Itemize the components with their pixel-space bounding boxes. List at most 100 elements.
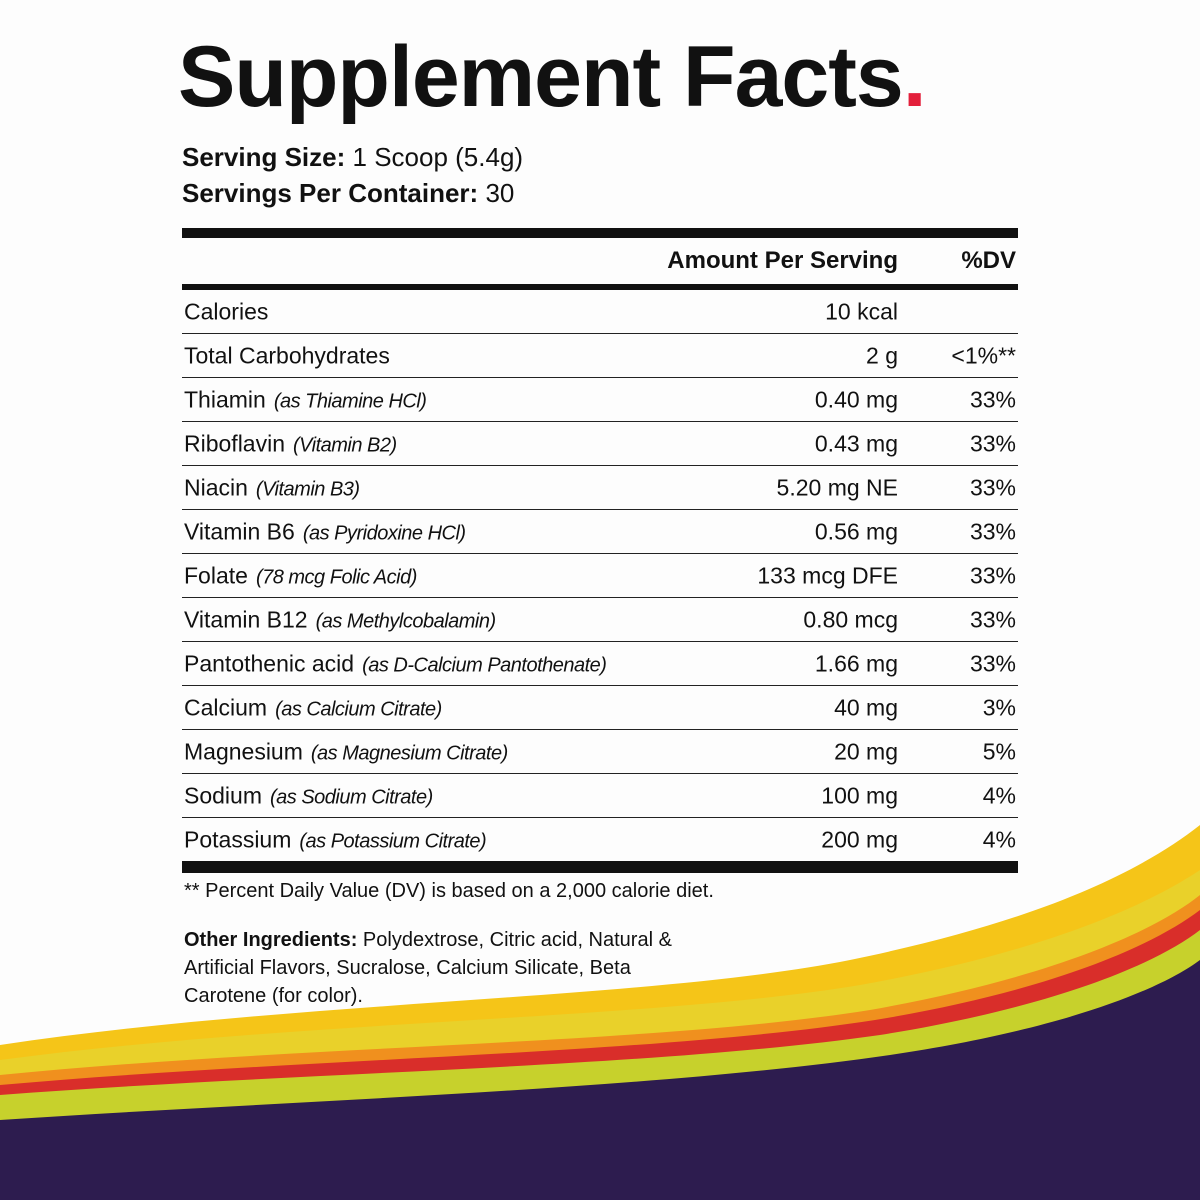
table-row: Riboflavin (Vitamin B2) 0.43 mg 33%: [182, 422, 1018, 466]
title: Supplement Facts.: [178, 28, 927, 127]
text-line: Artificial Flavors, Sucralose, Calcium S…: [184, 957, 631, 979]
daily-value: 33%: [969, 474, 1016, 500]
nutrient-note: (78 mcg Folic Acid): [255, 566, 417, 588]
nutrient: Sodium (as Sodium Citrate): [184, 782, 433, 809]
amount: 200 mg: [821, 826, 898, 852]
nutrient: Potassium (as Potassium Citrate): [184, 826, 487, 853]
value: 30: [485, 178, 515, 208]
title-dot: .: [902, 29, 927, 125]
nutrient-note: (as Pyridoxine HCl): [302, 522, 466, 544]
amount: 133 mcg DFE: [757, 562, 898, 588]
table-row: Calories 10 kcal: [182, 290, 1018, 334]
daily-value: <1%**: [951, 342, 1016, 368]
daily-value: 4%: [982, 782, 1016, 808]
serving-size: Serving Size: 1 Scoop (5.4g): [182, 142, 523, 173]
table-row: Vitamin B6 (as Pyridoxine HCl) 0.56 mg 33%: [182, 510, 1018, 554]
table-row: Thiamin (as Thiamine HCl) 0.40 mg 33%: [182, 378, 1018, 422]
nutrient-name: Calcium: [184, 694, 268, 720]
daily-value: 5%: [982, 738, 1016, 764]
table-row: Folate (78 mcg Folic Acid) 133 mcg DFE 33%: [182, 554, 1018, 598]
nutrient: Riboflavin (Vitamin B2): [184, 430, 397, 457]
table-row: Vitamin B12 (as Methylcobalamin) 0.80 mcg 3…: [182, 598, 1018, 642]
rule: [182, 284, 1018, 290]
title-text: Supplement Facts: [178, 29, 904, 125]
facts-table: Amount Per Serving %DV Calories 10 kcal To…: [182, 228, 1018, 873]
nutrient-note: (as Potassium Citrate): [299, 830, 487, 852]
nutrient: Folate (78 mcg Folic Acid): [184, 562, 417, 589]
nutrient: Thiamin (as Thiamine HCl): [184, 386, 427, 413]
nutrient-note: (as Calcium Citrate): [275, 698, 442, 720]
nutrient-note: (as D-Calcium Pantothenate): [362, 654, 607, 676]
daily-value: 33%: [969, 650, 1016, 676]
nutrient-name: Magnesium: [184, 738, 303, 764]
table-row: Potassium (as Potassium Citrate) 200 mg 4%: [182, 818, 1018, 861]
footnote: ** Percent Daily Value (DV) is based on …: [184, 880, 714, 902]
amount: 20 mg: [834, 738, 898, 764]
nutrient-note: (as Thiamine HCl): [273, 390, 427, 412]
amount: 0.80 mcg: [803, 606, 898, 632]
daily-value: 33%: [969, 562, 1016, 588]
table-row: Magnesium (as Magnesium Citrate) 20 mg 5%: [182, 730, 1018, 774]
nutrient: Vitamin B12 (as Methylcobalamin): [184, 606, 496, 633]
nutrient-name: Thiamin: [184, 386, 266, 412]
nutrient: Vitamin B6 (as Pyridoxine HCl): [184, 518, 466, 545]
amount: 0.56 mg: [814, 518, 898, 544]
table-body: Calories 10 kcal Total Carbohydrates 2 g <1%…: [182, 290, 1018, 861]
table-row: Total Carbohydrates 2 g <1%**: [182, 334, 1018, 378]
label: Serving Size:: [182, 142, 346, 172]
label: Servings Per Container:: [182, 178, 479, 208]
daily-value: 33%: [969, 606, 1016, 632]
text-line: Carotene (for color).: [184, 985, 363, 1007]
nutrient: Pantothenic acid (as D-Calcium Pantothena…: [184, 650, 607, 677]
amount: 40 mg: [834, 694, 898, 720]
label: Other Ingredients:: [184, 929, 358, 951]
nutrient-name: Pantothenic acid: [184, 650, 355, 676]
header-amount: Amount Per Serving: [667, 247, 898, 274]
table-header: Amount Per Serving %DV: [182, 238, 1018, 284]
rule: [182, 228, 1018, 238]
amount: 10 kcal: [825, 298, 898, 324]
nutrient-note: (as Sodium Citrate): [269, 786, 433, 808]
nutrient-name: Folate: [184, 562, 248, 588]
nutrient-name: Sodium: [184, 782, 262, 808]
table-row: Sodium (as Sodium Citrate) 100 mg 4%: [182, 774, 1018, 818]
nutrient-note: (as Magnesium Citrate): [310, 742, 508, 764]
daily-value: 33%: [969, 430, 1016, 456]
rule: [182, 861, 1018, 873]
amount: 2 g: [866, 342, 898, 368]
daily-value: 33%: [969, 386, 1016, 412]
table-row: Calcium (as Calcium Citrate) 40 mg 3%: [182, 686, 1018, 730]
daily-value: 33%: [969, 518, 1016, 544]
nutrient-note: (as Methylcobalamin): [315, 610, 497, 632]
amount: 0.40 mg: [814, 386, 898, 412]
nutrient-name: Vitamin B12: [184, 606, 308, 632]
nutrient-name: Calories: [184, 298, 269, 324]
nutrient: Magnesium (as Magnesium Citrate): [184, 738, 508, 765]
nutrient-name: Riboflavin: [184, 430, 285, 456]
other-ingredients: Other Ingredients: Polydextrose, Citric …: [184, 926, 672, 1010]
header-dv: %DV: [961, 247, 1016, 274]
nutrient: Total Carbohydrates: [184, 342, 390, 369]
nutrient: Niacin (Vitamin B3): [184, 474, 360, 501]
value: 1 Scoop (5.4g): [352, 142, 524, 172]
daily-value: 3%: [982, 694, 1016, 720]
nutrient-note: (Vitamin B2): [293, 434, 397, 456]
amount: 5.20 mg NE: [776, 474, 898, 500]
nutrient-name: Niacin: [184, 474, 248, 500]
nutrient-name: Total Carbohydrates: [184, 342, 390, 368]
nutrient-name: Potassium: [184, 826, 292, 852]
amount: 100 mg: [821, 782, 898, 808]
daily-value: 4%: [982, 826, 1016, 852]
servings-per-container: Servings Per Container: 30: [182, 178, 514, 209]
nutrient-name: Vitamin B6: [184, 518, 295, 544]
amount: 1.66 mg: [814, 650, 898, 676]
table-row: Niacin (Vitamin B3) 5.20 mg NE 33%: [182, 466, 1018, 510]
nutrient: Calories: [184, 298, 268, 325]
nutrient: Calcium (as Calcium Citrate): [184, 694, 442, 721]
table-row: Pantothenic acid (as D-Calcium Pantothena…: [182, 642, 1018, 686]
text-line: Polydextrose, Citric acid, Natural &: [362, 929, 672, 951]
amount: 0.43 mg: [814, 430, 898, 456]
nutrient-note: (Vitamin B3): [255, 478, 360, 500]
